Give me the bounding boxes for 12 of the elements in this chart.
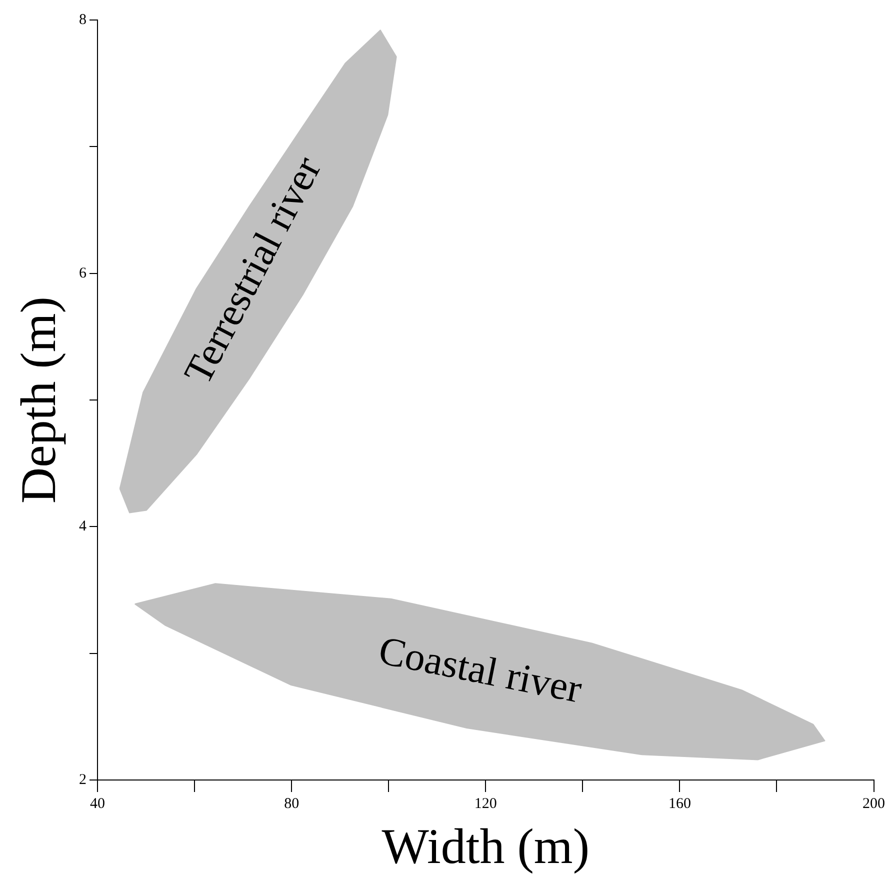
y-axis-title: Depth (m): [10, 296, 66, 504]
x-tick-label: 80: [284, 796, 300, 812]
x-tick-label: 160: [668, 796, 691, 812]
y-tick-label: 4: [79, 518, 87, 535]
series-label: Coastal river: [375, 627, 586, 712]
y-tick-label: 6: [79, 265, 87, 282]
x-axis-title: Width (m): [382, 818, 590, 874]
x-tick-label: 40: [90, 796, 105, 812]
y-tick-label: 8: [79, 12, 86, 28]
x-tick-label: 120: [474, 796, 497, 812]
x-tick-label: 200: [862, 796, 885, 812]
y-tick-label: 2: [79, 772, 86, 788]
